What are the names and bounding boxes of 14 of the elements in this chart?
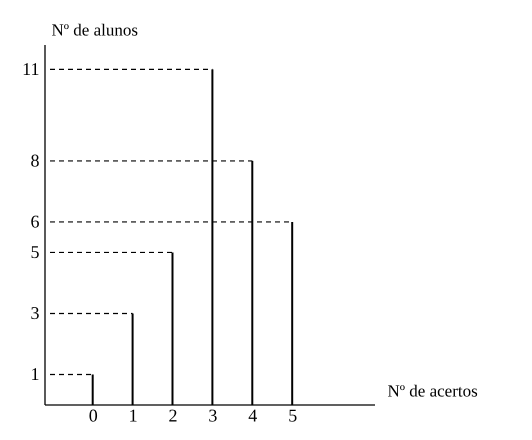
x-tick-label: 2: [168, 406, 178, 426]
y-tick-label: 3: [30, 302, 40, 323]
y-tick-label: 1: [30, 364, 40, 384]
y-tick-label: 8: [30, 150, 40, 170]
x-tick-label: 1: [128, 406, 138, 426]
y-tick-label: 6: [30, 211, 40, 232]
x-tick-label: 4: [248, 406, 258, 426]
y-axis-title: Nº de alunos: [52, 20, 138, 40]
x-tick-label: 0: [88, 406, 98, 426]
y-tick-label: 11: [22, 58, 40, 79]
x-tick-label: 5: [288, 406, 298, 426]
x-axis-title: Nº de acertos: [388, 382, 478, 400]
y-tick-label: 5: [30, 242, 40, 262]
x-tick-label: 3: [208, 406, 218, 426]
